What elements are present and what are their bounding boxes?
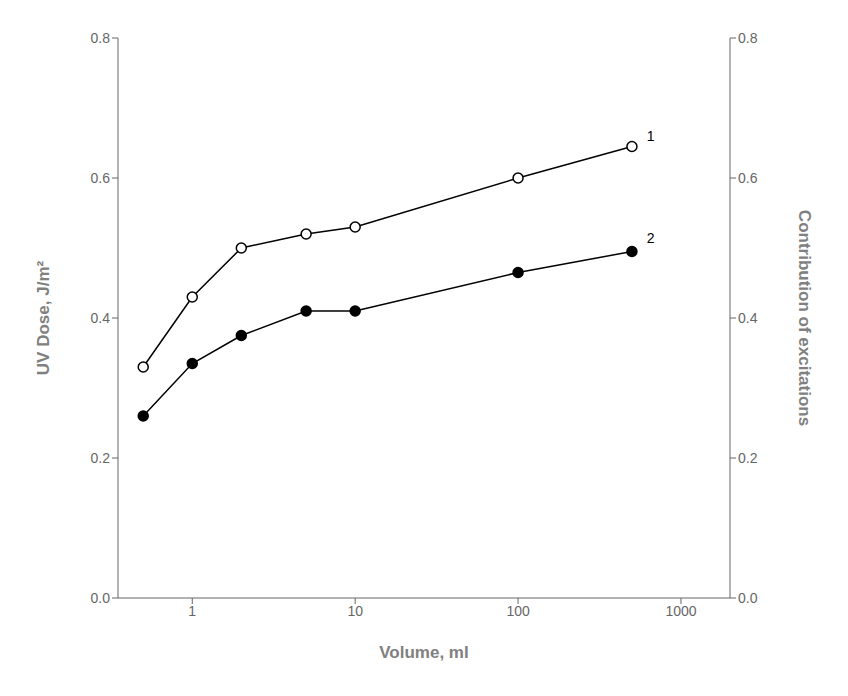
svg-text:10: 10	[347, 603, 363, 619]
svg-text:0.8: 0.8	[91, 30, 111, 46]
svg-text:0.4: 0.4	[738, 310, 758, 326]
svg-text:1000: 1000	[665, 603, 696, 619]
svg-text:0.0: 0.0	[91, 590, 111, 606]
svg-text:0.6: 0.6	[91, 170, 111, 186]
svg-text:Contribution of excitations: Contribution of excitations	[795, 210, 814, 426]
svg-text:UV Dose, J/m²: UV Dose, J/m²	[34, 261, 53, 376]
svg-text:2: 2	[647, 230, 655, 246]
svg-text:0.4: 0.4	[91, 310, 111, 326]
svg-text:0.6: 0.6	[738, 170, 758, 186]
svg-text:Volume, ml: Volume, ml	[379, 643, 468, 662]
svg-text:100: 100	[506, 603, 530, 619]
svg-text:0.2: 0.2	[91, 450, 111, 466]
svg-text:0.0: 0.0	[738, 590, 758, 606]
svg-text:0.2: 0.2	[738, 450, 758, 466]
svg-text:1: 1	[647, 128, 655, 144]
svg-text:1: 1	[188, 603, 196, 619]
svg-text:0.8: 0.8	[738, 30, 758, 46]
